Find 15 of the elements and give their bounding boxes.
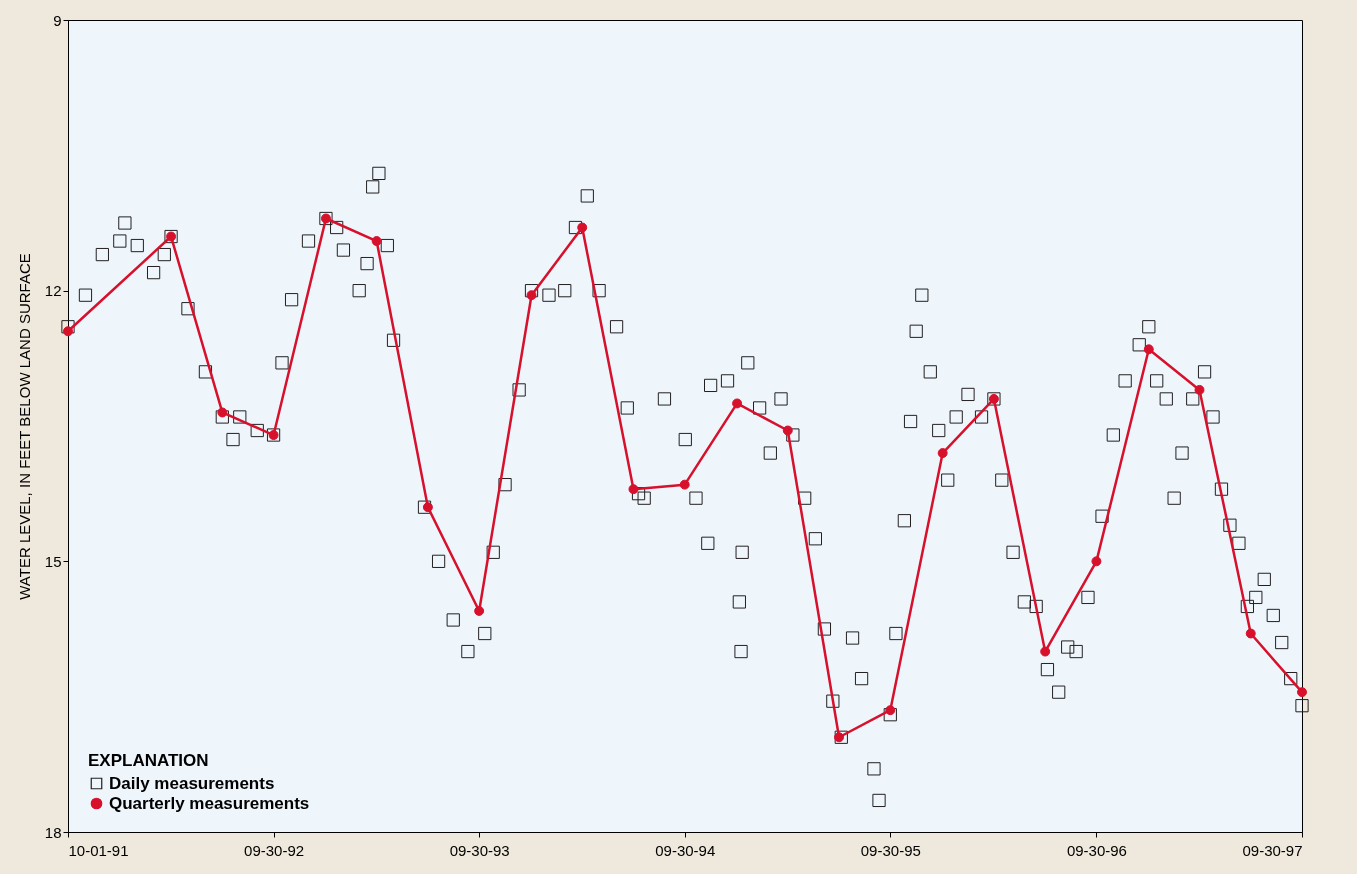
- x-tick-label: 09-30-96: [1066, 841, 1127, 859]
- y-tick-label: 18: [44, 823, 62, 841]
- legend-label: Daily measurements: [109, 773, 275, 793]
- x-tick-label: 09-30-97: [1242, 841, 1303, 859]
- y-tick-label: 9: [53, 11, 62, 29]
- x-tick-label: 10-01-91: [68, 841, 129, 859]
- y-axis-title: WATER LEVEL, IN FEET BELOW LAND SURFACE: [15, 253, 33, 600]
- x-tick-label: 09-30-93: [449, 841, 510, 859]
- x-tick-label: 09-30-95: [860, 841, 921, 859]
- x-tick-label: 09-30-92: [244, 841, 305, 859]
- legend-label: Quarterly measurements: [109, 793, 310, 813]
- y-tick-label: 12: [44, 282, 62, 300]
- x-tick-label: 09-30-94: [655, 841, 716, 859]
- y-tick-label: 15: [44, 552, 62, 570]
- legend-title: EXPLANATION: [88, 751, 209, 770]
